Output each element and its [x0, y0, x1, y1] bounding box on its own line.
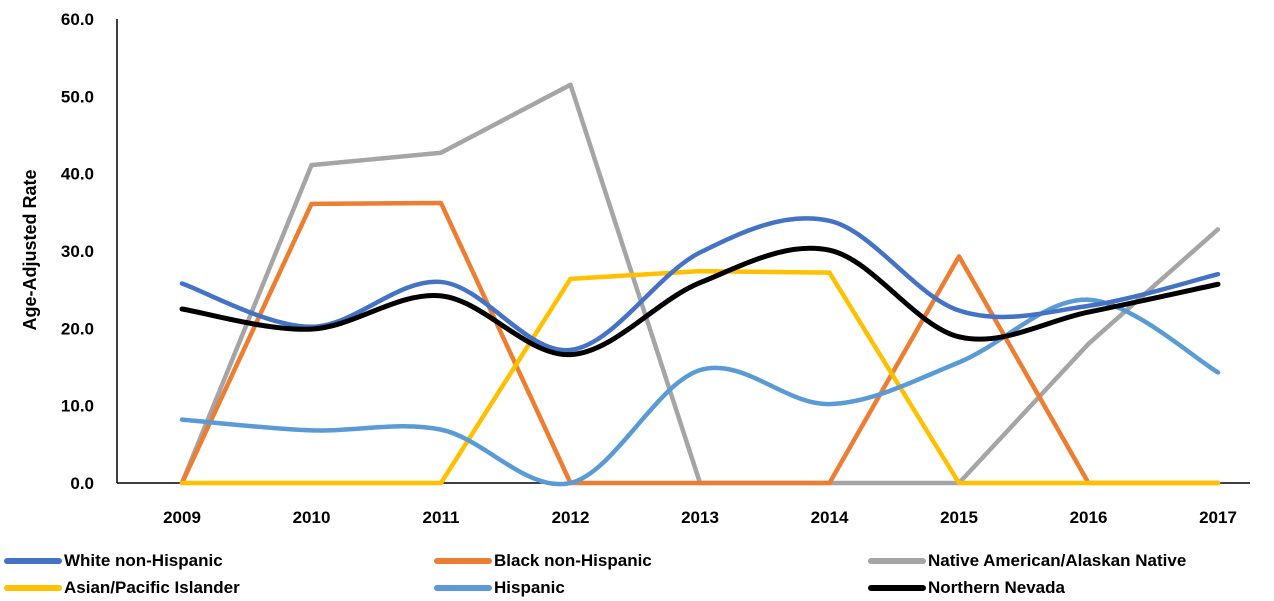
series-line-hispanic: [179, 297, 1221, 487]
legend-label: Native American/Alaskan Native: [928, 551, 1187, 570]
y-tick-label: 60.0: [61, 10, 94, 29]
y-tick-label: 10.0: [61, 397, 94, 416]
line-chart: 0.0 10.0 20.0 30.0 40.0 50.0 60.0 Age-Adjusted…: [20, 10, 1250, 527]
series-line-white-non-hispanic: [179, 216, 1221, 353]
legend-item: Northern Nevada: [868, 575, 1065, 601]
legend-label: Hispanic: [494, 578, 565, 597]
legend-swatch: [868, 585, 926, 591]
legend-swatch: [4, 558, 62, 564]
x-tick-label: 2012: [552, 508, 590, 527]
x-tick-label: 2017: [1199, 508, 1237, 527]
y-tick-label: 30.0: [61, 242, 94, 261]
legend-item: Native American/Alaskan Native: [868, 548, 1186, 574]
series-line-northern-nevada: [179, 245, 1221, 358]
legend: White non-Hispanic Black non-Hispanic Nati…: [0, 544, 1274, 601]
legend-label: Black non-Hispanic: [494, 551, 652, 570]
x-tick-label: 2013: [681, 508, 719, 527]
legend-label: Northern Nevada: [928, 578, 1065, 597]
legend-item: Hispanic: [434, 575, 565, 601]
legend-item: Black non-Hispanic: [434, 548, 652, 574]
legend-swatch: [4, 585, 62, 591]
legend-item: Asian/Pacific Islander: [4, 575, 240, 601]
x-tick-label: 2009: [163, 508, 201, 527]
y-axis-label: Age-Adjusted Rate: [20, 169, 40, 330]
y-tick-label: 20.0: [61, 319, 94, 338]
legend-label: Asian/Pacific Islander: [64, 578, 240, 597]
series-lines: [179, 82, 1221, 487]
legend-swatch: [434, 585, 492, 591]
legend-item: White non-Hispanic: [4, 548, 223, 574]
x-tick-label: 2011: [423, 508, 460, 527]
x-tick-label: 2014: [811, 508, 849, 527]
y-tick-label: 0.0: [70, 474, 94, 493]
series-line-asian-pacific-islander: [179, 268, 1221, 486]
y-axis-ticks: 0.0 10.0 20.0 30.0 40.0 50.0 60.0: [61, 10, 94, 493]
series-line-black-non-hispanic: [179, 200, 1221, 486]
x-tick-label: 2015: [940, 508, 978, 527]
x-tick-label: 2010: [293, 508, 331, 527]
x-axis-ticks: 2009 2010 2011 2012 2013 2014 2015 2016 2017: [163, 508, 1237, 527]
legend-label: White non-Hispanic: [64, 551, 223, 570]
legend-swatch: [868, 558, 926, 564]
x-tick-label: 2016: [1070, 508, 1108, 527]
legend-swatch: [434, 558, 492, 564]
y-tick-label: 50.0: [61, 87, 94, 106]
y-tick-label: 40.0: [61, 165, 94, 184]
